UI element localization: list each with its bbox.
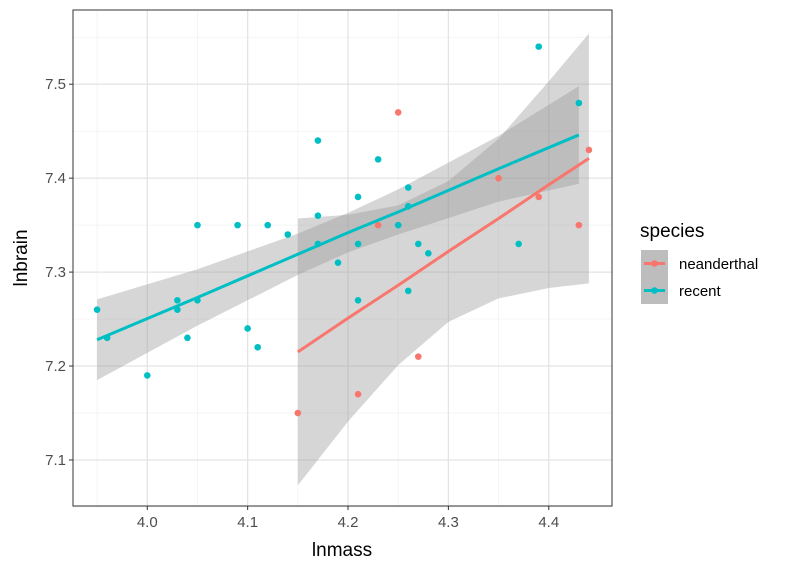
data-points <box>93 43 593 417</box>
point-neanderthal <box>394 109 402 116</box>
ribbon-neanderthal <box>297 33 589 486</box>
panel-border <box>72 9 613 507</box>
point-recent <box>284 231 292 238</box>
fit-line-neanderthal <box>296 157 590 354</box>
x-tick-label: 4.4 <box>538 514 559 531</box>
x-axis-label: lnmass <box>312 540 372 561</box>
point-recent <box>404 184 412 191</box>
y-tick-label: 7.4 <box>45 170 66 187</box>
point-recent <box>244 325 251 332</box>
legend-title: species <box>640 221 704 242</box>
point-recent <box>414 240 422 248</box>
point-neanderthal <box>294 409 302 417</box>
y-tick-label: 7.3 <box>45 264 66 281</box>
fit-line-recent <box>96 133 580 342</box>
point-recent <box>354 193 362 201</box>
legend-label-recent: recent <box>679 283 722 300</box>
plot-panel <box>73 10 612 506</box>
point-recent <box>425 250 432 257</box>
point-recent <box>93 306 101 313</box>
point-recent <box>535 43 543 50</box>
grid <box>73 10 612 508</box>
point-recent <box>515 240 522 248</box>
point-recent <box>314 137 322 144</box>
y-tick-label: 7.5 <box>45 76 66 93</box>
y-axis-label: lnbrain <box>11 229 32 286</box>
legend-point-neanderthal <box>651 260 658 267</box>
point-recent <box>174 296 181 304</box>
legend-label-neanderthal: neanderthal <box>679 256 758 273</box>
ribbon-recent <box>97 86 579 381</box>
point-recent <box>264 221 272 229</box>
point-recent <box>184 334 191 342</box>
point-neanderthal <box>535 193 543 201</box>
point-neanderthal <box>495 174 502 182</box>
y-tick-label: 7.2 <box>45 358 66 375</box>
point-recent <box>254 343 261 351</box>
point-neanderthal <box>414 353 422 360</box>
x-tick-label: 4.0 <box>137 514 158 531</box>
point-recent <box>575 99 583 107</box>
point-neanderthal <box>374 221 382 229</box>
point-recent <box>314 212 322 220</box>
axis-ticks: 4.0 4.1 4.2 4.3 4.4 7.1 7.2 7.3 7.4 7.5 <box>45 76 559 531</box>
x-tick-label: 4.1 <box>237 514 258 531</box>
point-recent <box>143 372 151 379</box>
y-tick-label: 7.1 <box>45 452 66 469</box>
point-recent <box>194 221 201 229</box>
point-recent <box>354 296 362 304</box>
point-neanderthal <box>585 146 593 154</box>
fit-lines <box>96 133 590 354</box>
point-recent <box>234 221 241 229</box>
x-tick-label: 4.2 <box>338 514 359 531</box>
legend-point-recent <box>651 287 658 294</box>
x-tick-label: 4.3 <box>438 514 459 531</box>
point-recent <box>404 287 412 295</box>
point-recent <box>374 156 382 163</box>
point-recent <box>354 240 362 248</box>
point-neanderthal <box>575 221 583 229</box>
point-recent <box>394 221 402 229</box>
point-neanderthal <box>354 390 362 398</box>
confidence-ribbons <box>97 33 589 486</box>
point-recent <box>334 259 342 266</box>
legend: species neanderthal recent <box>640 221 758 304</box>
